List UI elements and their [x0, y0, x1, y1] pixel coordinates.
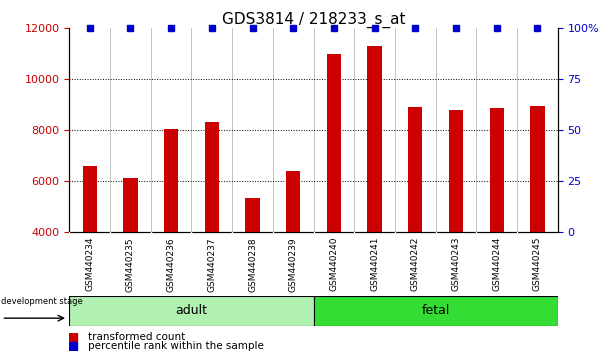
Bar [449, 110, 463, 232]
Bar [123, 178, 137, 232]
Text: fetal: fetal [421, 304, 450, 317]
Text: GSM440243: GSM440243 [452, 237, 461, 291]
Text: percentile rank within the sample: percentile rank within the sample [88, 341, 264, 351]
Bar [408, 107, 423, 232]
Text: GSM440242: GSM440242 [411, 237, 420, 291]
Bar [83, 166, 97, 232]
Bar [327, 54, 341, 232]
Bar [367, 46, 382, 232]
Title: GDS3814 / 218233_s_at: GDS3814 / 218233_s_at [222, 12, 405, 28]
Bar [164, 129, 178, 232]
Text: GSM440234: GSM440234 [85, 237, 94, 291]
Text: GSM440241: GSM440241 [370, 237, 379, 291]
Text: adult: adult [175, 304, 207, 317]
Bar [245, 198, 260, 232]
Text: development stage: development stage [1, 297, 83, 306]
Text: GSM440236: GSM440236 [166, 237, 175, 292]
Bar [204, 122, 219, 232]
Text: GSM440237: GSM440237 [207, 237, 216, 292]
Text: GSM440239: GSM440239 [289, 237, 298, 292]
Bar [530, 106, 545, 232]
Bar [286, 171, 300, 232]
Text: GSM440240: GSM440240 [329, 237, 338, 291]
Text: GSM440238: GSM440238 [248, 237, 257, 292]
Text: GSM440235: GSM440235 [126, 237, 135, 292]
Text: GSM440244: GSM440244 [492, 237, 501, 291]
Bar [490, 108, 504, 232]
Bar [314, 296, 558, 326]
Text: transformed count: transformed count [88, 332, 185, 342]
Text: GSM440245: GSM440245 [533, 237, 542, 291]
Bar [69, 296, 314, 326]
